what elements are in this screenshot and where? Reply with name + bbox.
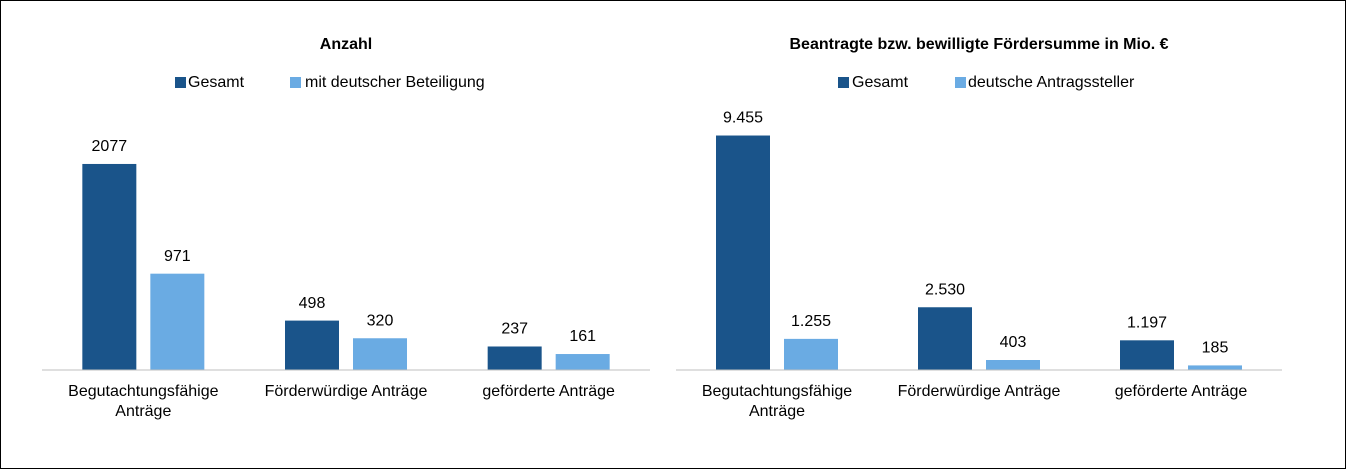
legend-swatch (955, 77, 966, 88)
data-label: 498 (299, 295, 326, 312)
legend-label: Gesamt (852, 74, 909, 91)
bar (986, 360, 1040, 370)
bar (353, 338, 407, 370)
x-tick-label: Begutachtungsfähige Anträge (701, 383, 853, 420)
bar (1188, 365, 1242, 370)
data-label: 9.455 (723, 110, 763, 127)
x-tick-label: Begutachtungsfähige Anträge (68, 383, 219, 420)
legend-swatch (175, 77, 186, 88)
legend-swatch (838, 77, 849, 88)
legend-swatch (290, 77, 301, 88)
data-label: 1.197 (1127, 315, 1167, 332)
bar (716, 135, 770, 370)
x-tick-label: Förderwürdige Anträge (264, 383, 428, 400)
x-tick-label: geförderte Anträge (1114, 383, 1248, 400)
chart-title: Anzahl (320, 36, 372, 53)
bar (918, 307, 972, 370)
bar (285, 320, 339, 370)
data-label: 320 (367, 312, 394, 329)
data-label: 1.255 (791, 313, 831, 330)
x-tick-label: geförderte Anträge (482, 383, 615, 400)
bar (150, 273, 205, 370)
legend-label: Gesamt (188, 74, 245, 91)
x-tick-label: Förderwürdige Anträge (897, 383, 1061, 400)
bar (784, 338, 838, 370)
legend-label: mit deutscher Beteiligung (305, 74, 485, 91)
data-label: 2077 (92, 138, 128, 155)
data-label: 2.530 (925, 281, 965, 298)
bar (1120, 340, 1174, 370)
bar (487, 346, 542, 370)
data-label: 237 (501, 321, 528, 338)
data-label: 185 (1202, 340, 1229, 357)
legend-label: deutsche Antragssteller (968, 74, 1135, 91)
data-label: 161 (569, 328, 596, 345)
bar (555, 354, 610, 370)
chart-title: Beantragte bzw. bewilligte Fördersumme i… (789, 36, 1168, 53)
data-label: 403 (1000, 334, 1027, 351)
data-label: 971 (164, 248, 191, 265)
bar (82, 163, 137, 370)
